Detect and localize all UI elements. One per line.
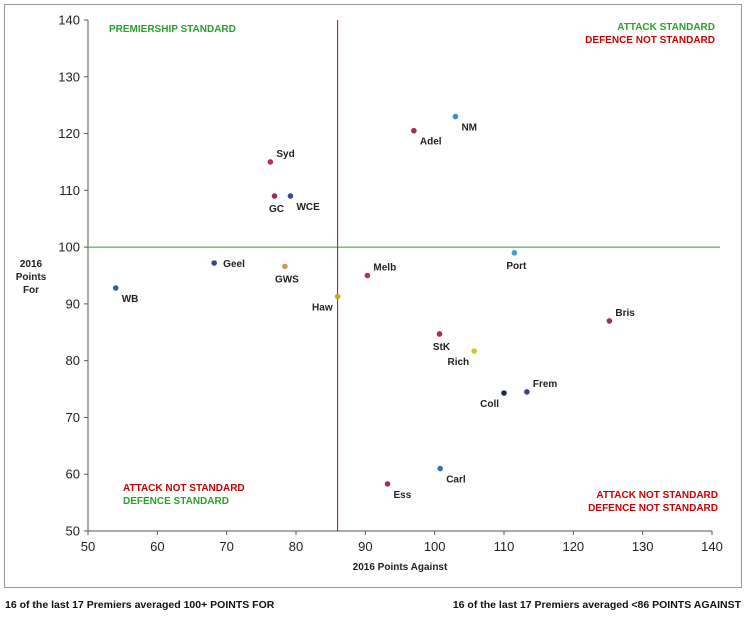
y-tick-label: 60 xyxy=(66,467,80,482)
footer-note-points-for: 16 of the last 17 Premiers averaged 100+… xyxy=(5,599,275,611)
data-point-nm xyxy=(452,113,459,120)
point-label-haw: Haw xyxy=(312,303,333,314)
chart-frame: 50 60 70 80 90 100 110 120 130 140 50 60 70 80 90 100 11… xyxy=(4,4,742,588)
y-tick-label: 120 xyxy=(58,126,80,141)
point-label-wb: WB xyxy=(122,294,139,305)
point-label-carl: Carl xyxy=(446,475,466,486)
data-point-melb xyxy=(364,272,371,279)
x-tick-label: 130 xyxy=(632,539,654,554)
point-label-gc: GC xyxy=(269,204,284,215)
scatter-chart: 50 60 70 80 90 100 110 120 130 140 50 60 70 80 90 100 11… xyxy=(16,13,723,574)
point-label-bris: Bris xyxy=(615,308,635,319)
point-label-wce: WCE xyxy=(296,202,320,213)
data-point-coll xyxy=(501,390,507,396)
data-point-geel xyxy=(211,260,217,266)
quadrant-label-top-left: PREMIERSHIP STANDARD xyxy=(109,24,236,35)
x-axis-title: 2016 Points Against xyxy=(353,562,448,573)
x-tick-label: 100 xyxy=(424,539,446,554)
x-tick-label: 140 xyxy=(701,539,723,554)
point-label-ess: Ess xyxy=(394,490,412,501)
point-label-syd: Syd xyxy=(276,149,294,160)
y-axis-title-line: Points xyxy=(16,272,47,283)
data-point-syd xyxy=(267,159,274,165)
y-tick-label: 140 xyxy=(58,13,80,28)
data-point-gws xyxy=(282,263,288,270)
quadrant-label-bottom-right: DEFENCE NOT STANDARD xyxy=(588,503,718,514)
y-tick-label: 110 xyxy=(59,183,80,198)
y-tick-label: 100 xyxy=(58,240,80,255)
quadrant-label-bottom-right: ATTACK NOT STANDARD xyxy=(596,490,718,501)
data-point-rich xyxy=(471,348,477,354)
x-tick-label: 60 xyxy=(150,539,164,554)
data-point-wce xyxy=(287,193,294,199)
data-point-gc xyxy=(271,193,278,199)
point-label-frem: Frem xyxy=(533,379,558,390)
data-point-haw xyxy=(334,293,341,300)
data-point-frem xyxy=(524,389,530,395)
quadrant-label-top-right: DEFENCE NOT STANDARD xyxy=(585,35,715,46)
data-point-carl xyxy=(437,465,444,472)
point-label-coll: Coll xyxy=(480,399,499,410)
y-axis-title-line: For xyxy=(23,285,39,296)
quadrant-label-bottom-left: ATTACK NOT STANDARD xyxy=(123,483,245,494)
x-tick-label: 80 xyxy=(289,539,303,554)
point-label-port: Port xyxy=(506,261,527,272)
point-label-melb: Melb xyxy=(373,263,396,274)
point-label-stk: StK xyxy=(433,342,451,353)
point-label-rich: Rich xyxy=(448,357,470,368)
data-point-ess xyxy=(384,481,391,487)
point-label-geel: Geel xyxy=(223,259,245,270)
y-tick-label: 50 xyxy=(66,524,80,539)
y-tick-label: 130 xyxy=(58,69,80,84)
data-point-bris xyxy=(606,318,613,324)
quadrant-label-bottom-left: DEFENCE STANDARD xyxy=(123,496,229,507)
y-tick-label: 80 xyxy=(66,353,80,368)
quadrant-label-top-right: ATTACK STANDARD xyxy=(617,22,715,33)
data-point-adel xyxy=(411,127,417,134)
y-axis-title-line: 2016 xyxy=(20,259,43,270)
point-label-gws: GWS xyxy=(275,274,299,285)
data-point-wb xyxy=(112,285,119,291)
x-tick-label: 50 xyxy=(81,539,95,554)
data-point-port xyxy=(511,249,518,256)
x-tick-label: 70 xyxy=(219,539,233,554)
data-point-stk xyxy=(436,331,443,337)
footer-note-points-against: 16 of the last 17 Premiers averaged <86 … xyxy=(452,599,741,611)
y-tick-label: 70 xyxy=(66,410,80,425)
x-tick-label: 110 xyxy=(494,539,515,554)
point-label-adel: Adel xyxy=(420,137,442,148)
y-tick-label: 90 xyxy=(66,296,80,311)
point-label-nm: NM xyxy=(461,123,477,134)
x-tick-label: 90 xyxy=(358,539,372,554)
x-tick-label: 120 xyxy=(562,539,584,554)
